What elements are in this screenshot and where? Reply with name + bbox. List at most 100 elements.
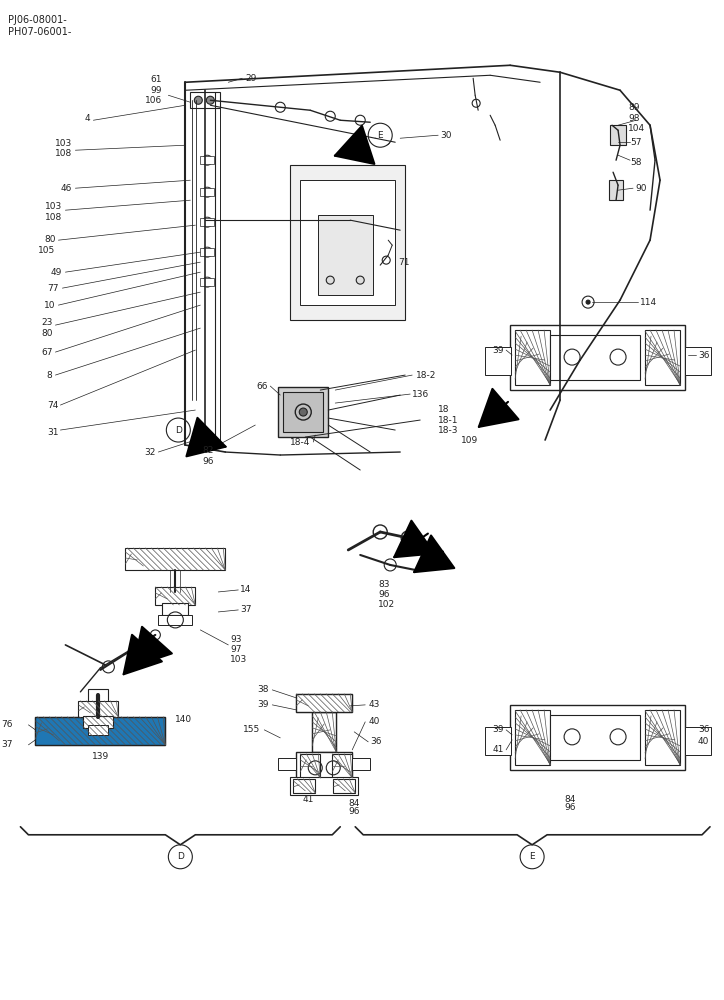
- Text: 18-4: 18-4: [290, 438, 311, 447]
- Circle shape: [169, 845, 193, 869]
- Bar: [283, 392, 323, 432]
- Bar: [88, 689, 109, 705]
- Text: 61
99
106: 61 99 106: [145, 75, 162, 105]
- Bar: [609, 180, 623, 200]
- Text: 140: 140: [175, 715, 193, 724]
- Text: 18
18-1
18-3: 18 18-1 18-3: [438, 405, 459, 435]
- Circle shape: [299, 408, 307, 416]
- Bar: [332, 754, 353, 778]
- Bar: [190, 92, 220, 108]
- Text: 39: 39: [257, 700, 269, 709]
- Text: PJ06-08001-: PJ06-08001-: [9, 15, 67, 25]
- Bar: [610, 125, 626, 145]
- Circle shape: [356, 276, 364, 284]
- Text: 96: 96: [564, 803, 576, 812]
- Text: 77: 77: [47, 284, 59, 293]
- Text: 14: 14: [240, 585, 252, 594]
- Text: 84: 84: [565, 795, 576, 804]
- Text: 23
80: 23 80: [41, 318, 52, 338]
- Bar: [290, 165, 405, 320]
- Bar: [312, 712, 336, 752]
- Circle shape: [167, 418, 190, 442]
- Bar: [290, 777, 358, 795]
- Text: 10: 10: [44, 301, 56, 310]
- Text: 46: 46: [61, 184, 72, 193]
- Bar: [201, 188, 214, 196]
- Text: 58: 58: [630, 158, 641, 167]
- Bar: [162, 603, 188, 615]
- Text: 41: 41: [303, 795, 314, 804]
- Text: E: E: [377, 131, 383, 140]
- Text: 30: 30: [440, 131, 452, 140]
- Text: 76: 76: [1, 720, 12, 729]
- Bar: [485, 347, 511, 375]
- Bar: [296, 694, 353, 712]
- Text: 114: 114: [640, 298, 657, 307]
- Bar: [550, 715, 640, 760]
- Bar: [296, 752, 353, 780]
- Bar: [201, 248, 214, 256]
- Text: 38: 38: [257, 685, 269, 694]
- Text: D: D: [177, 852, 184, 861]
- Circle shape: [206, 96, 214, 104]
- Bar: [515, 710, 550, 765]
- Bar: [485, 727, 511, 755]
- Text: 82
96: 82 96: [202, 446, 214, 466]
- Text: 31: 31: [47, 428, 59, 437]
- Text: 37: 37: [240, 605, 252, 614]
- Text: 90: 90: [635, 184, 647, 193]
- Bar: [156, 587, 195, 605]
- Text: 49: 49: [51, 268, 62, 277]
- Bar: [88, 725, 109, 735]
- Text: 84: 84: [348, 799, 360, 808]
- Text: 36: 36: [698, 351, 710, 360]
- Bar: [125, 548, 225, 570]
- Text: 80
105: 80 105: [38, 235, 56, 255]
- Text: 96: 96: [378, 590, 390, 599]
- Text: 136: 136: [412, 390, 429, 399]
- Bar: [319, 215, 373, 295]
- Bar: [550, 335, 640, 380]
- Bar: [515, 330, 550, 385]
- Circle shape: [369, 123, 392, 147]
- Text: 97: 97: [230, 645, 242, 654]
- Text: 103
108: 103 108: [55, 139, 72, 158]
- Text: 83: 83: [378, 580, 390, 589]
- Text: 8: 8: [46, 371, 52, 380]
- Bar: [278, 387, 328, 437]
- Bar: [510, 325, 685, 390]
- Circle shape: [194, 96, 202, 104]
- Bar: [333, 779, 355, 793]
- Text: 4: 4: [85, 114, 90, 123]
- Bar: [35, 717, 165, 745]
- Bar: [293, 779, 315, 793]
- Text: 67: 67: [41, 348, 52, 357]
- Bar: [83, 716, 114, 728]
- Text: 89
98
104: 89 98 104: [628, 103, 645, 133]
- Text: 29: 29: [245, 74, 257, 83]
- Circle shape: [520, 845, 544, 869]
- Text: 96: 96: [348, 807, 360, 816]
- Bar: [300, 754, 320, 778]
- Bar: [296, 694, 353, 712]
- Text: 66: 66: [257, 382, 269, 391]
- Text: 39: 39: [492, 725, 504, 734]
- Bar: [685, 727, 711, 755]
- Text: 36: 36: [698, 725, 710, 734]
- Text: 57: 57: [630, 138, 641, 147]
- Text: 103
108: 103 108: [45, 202, 62, 222]
- Text: 109: 109: [461, 436, 478, 445]
- Text: 139: 139: [92, 752, 109, 761]
- Text: 37: 37: [1, 740, 12, 749]
- Text: 43: 43: [369, 700, 379, 709]
- Text: 41: 41: [493, 745, 504, 754]
- Text: 40: 40: [369, 717, 379, 726]
- Bar: [201, 218, 214, 226]
- Text: 18-2: 18-2: [416, 371, 437, 380]
- Bar: [353, 758, 370, 770]
- Text: D: D: [175, 426, 182, 435]
- Text: PH07-06001-: PH07-06001-: [9, 27, 72, 37]
- Text: 102: 102: [378, 600, 395, 609]
- Bar: [278, 758, 296, 770]
- Bar: [685, 347, 711, 375]
